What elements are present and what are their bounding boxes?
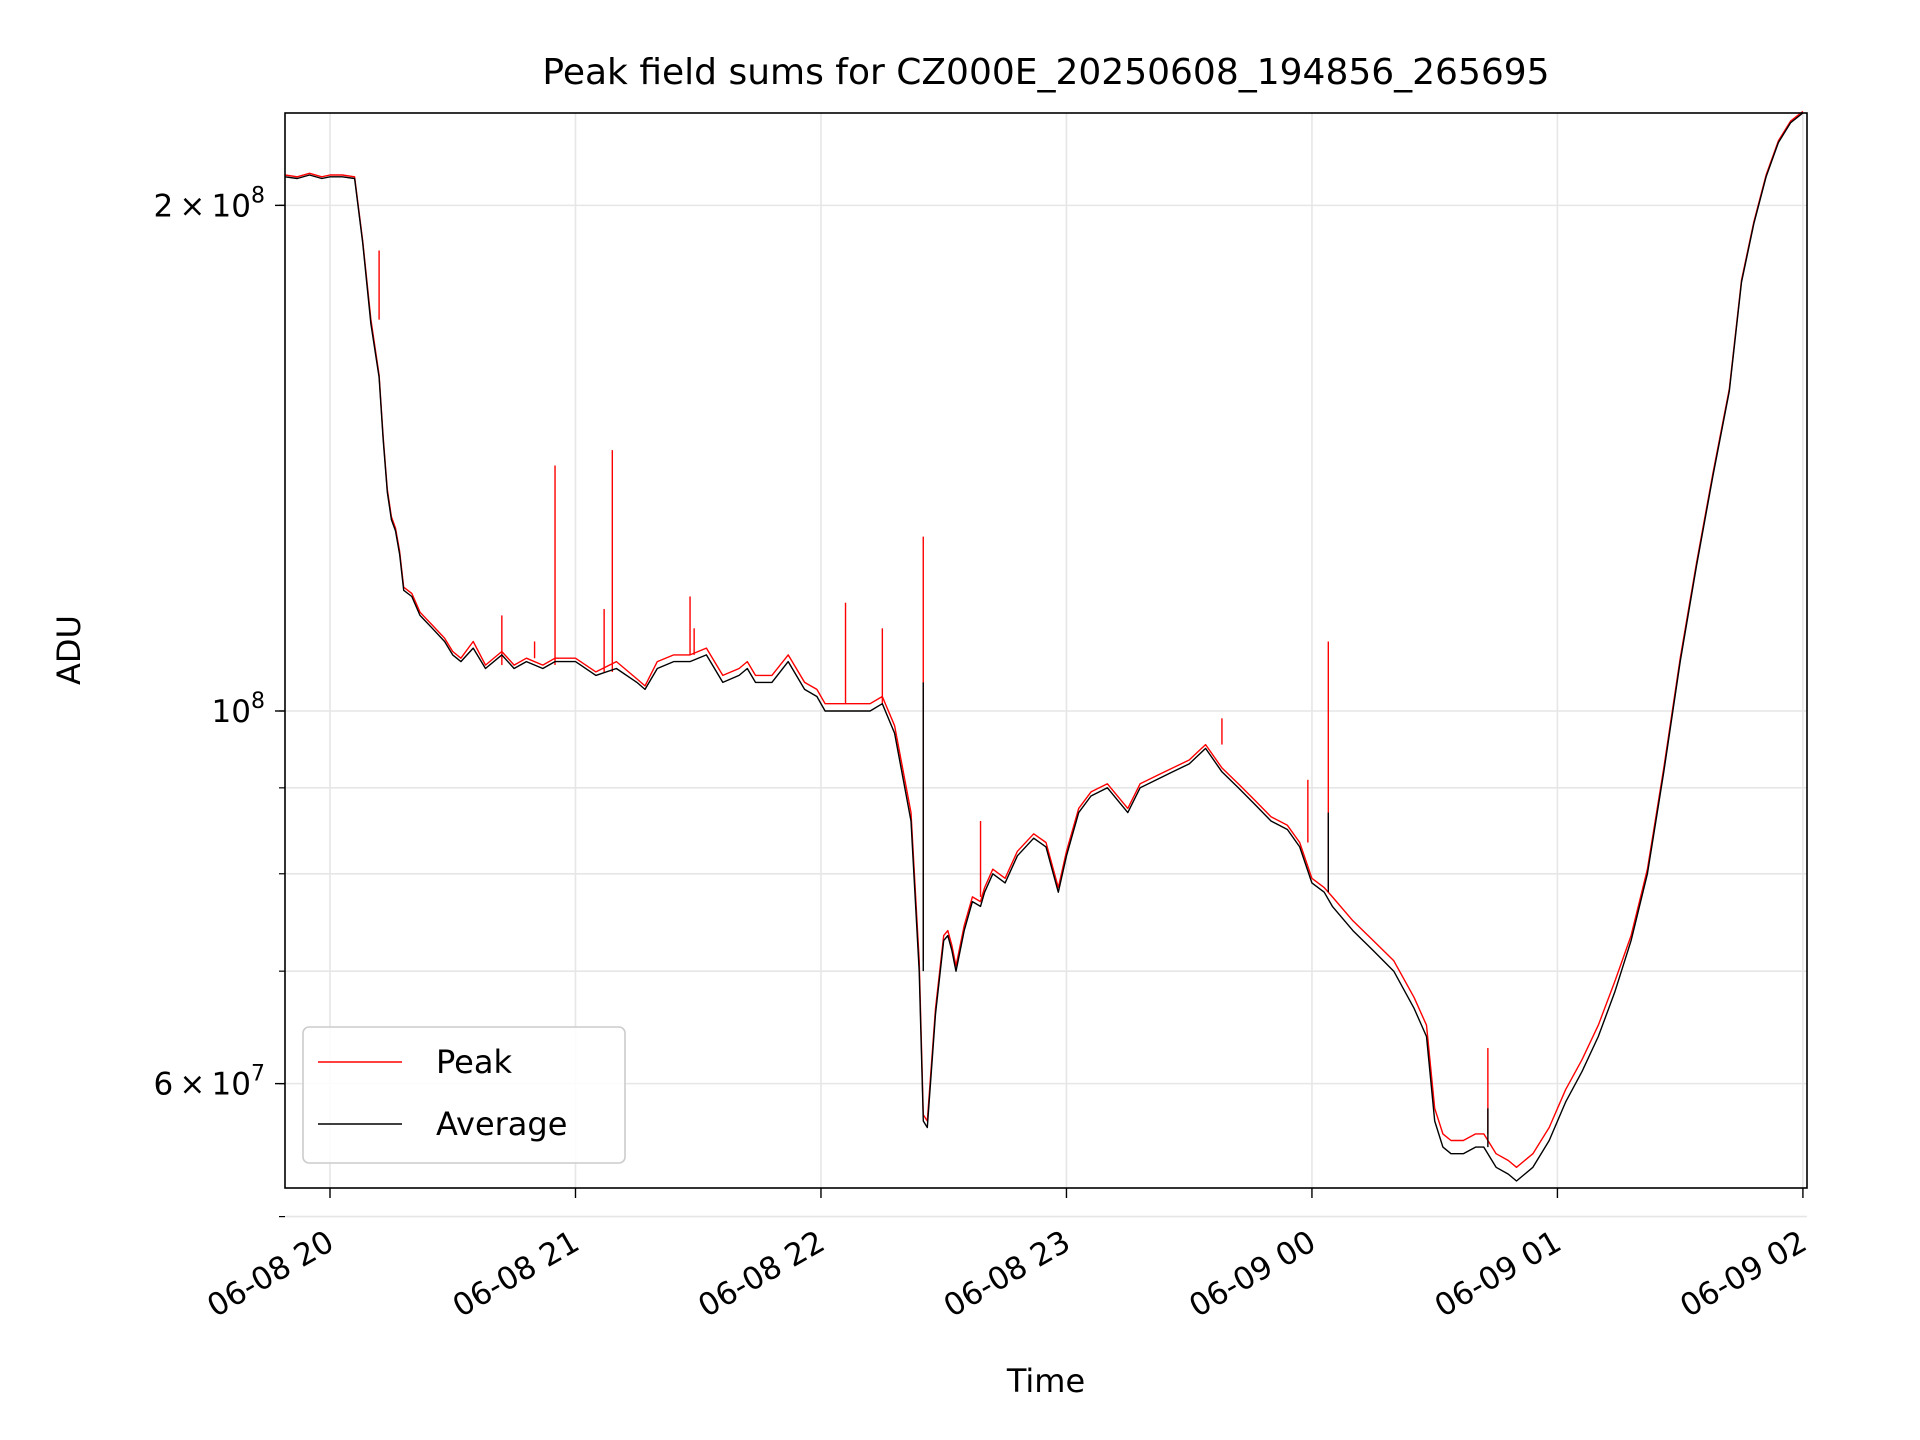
legend-box (302, 1026, 626, 1164)
y-tick-label: 2 × 108 (153, 183, 265, 224)
series-line-average (284, 112, 1804, 1182)
y-tick-label: 108 (212, 689, 265, 730)
series-average (284, 112, 1804, 1182)
legend: Peak Average (302, 1026, 626, 1164)
plot-area-frame (284, 112, 1808, 1189)
y-tick-label: 6 × 107 (153, 1062, 265, 1103)
legend-label-average: Average (436, 1105, 567, 1143)
x-axis-label: Time (1006, 1362, 1085, 1400)
series-peak (284, 110, 1804, 1168)
legend-label-peak: Peak (436, 1043, 512, 1081)
series-layer (284, 110, 1804, 1182)
y-axis-label: ADU (50, 615, 88, 685)
chart-title: Peak field sums for CZ000E_20250608_1948… (542, 52, 1549, 93)
series-line-peak (284, 110, 1804, 1168)
y-axis: 2 × 108 108 6 × 107 (153, 183, 285, 1218)
